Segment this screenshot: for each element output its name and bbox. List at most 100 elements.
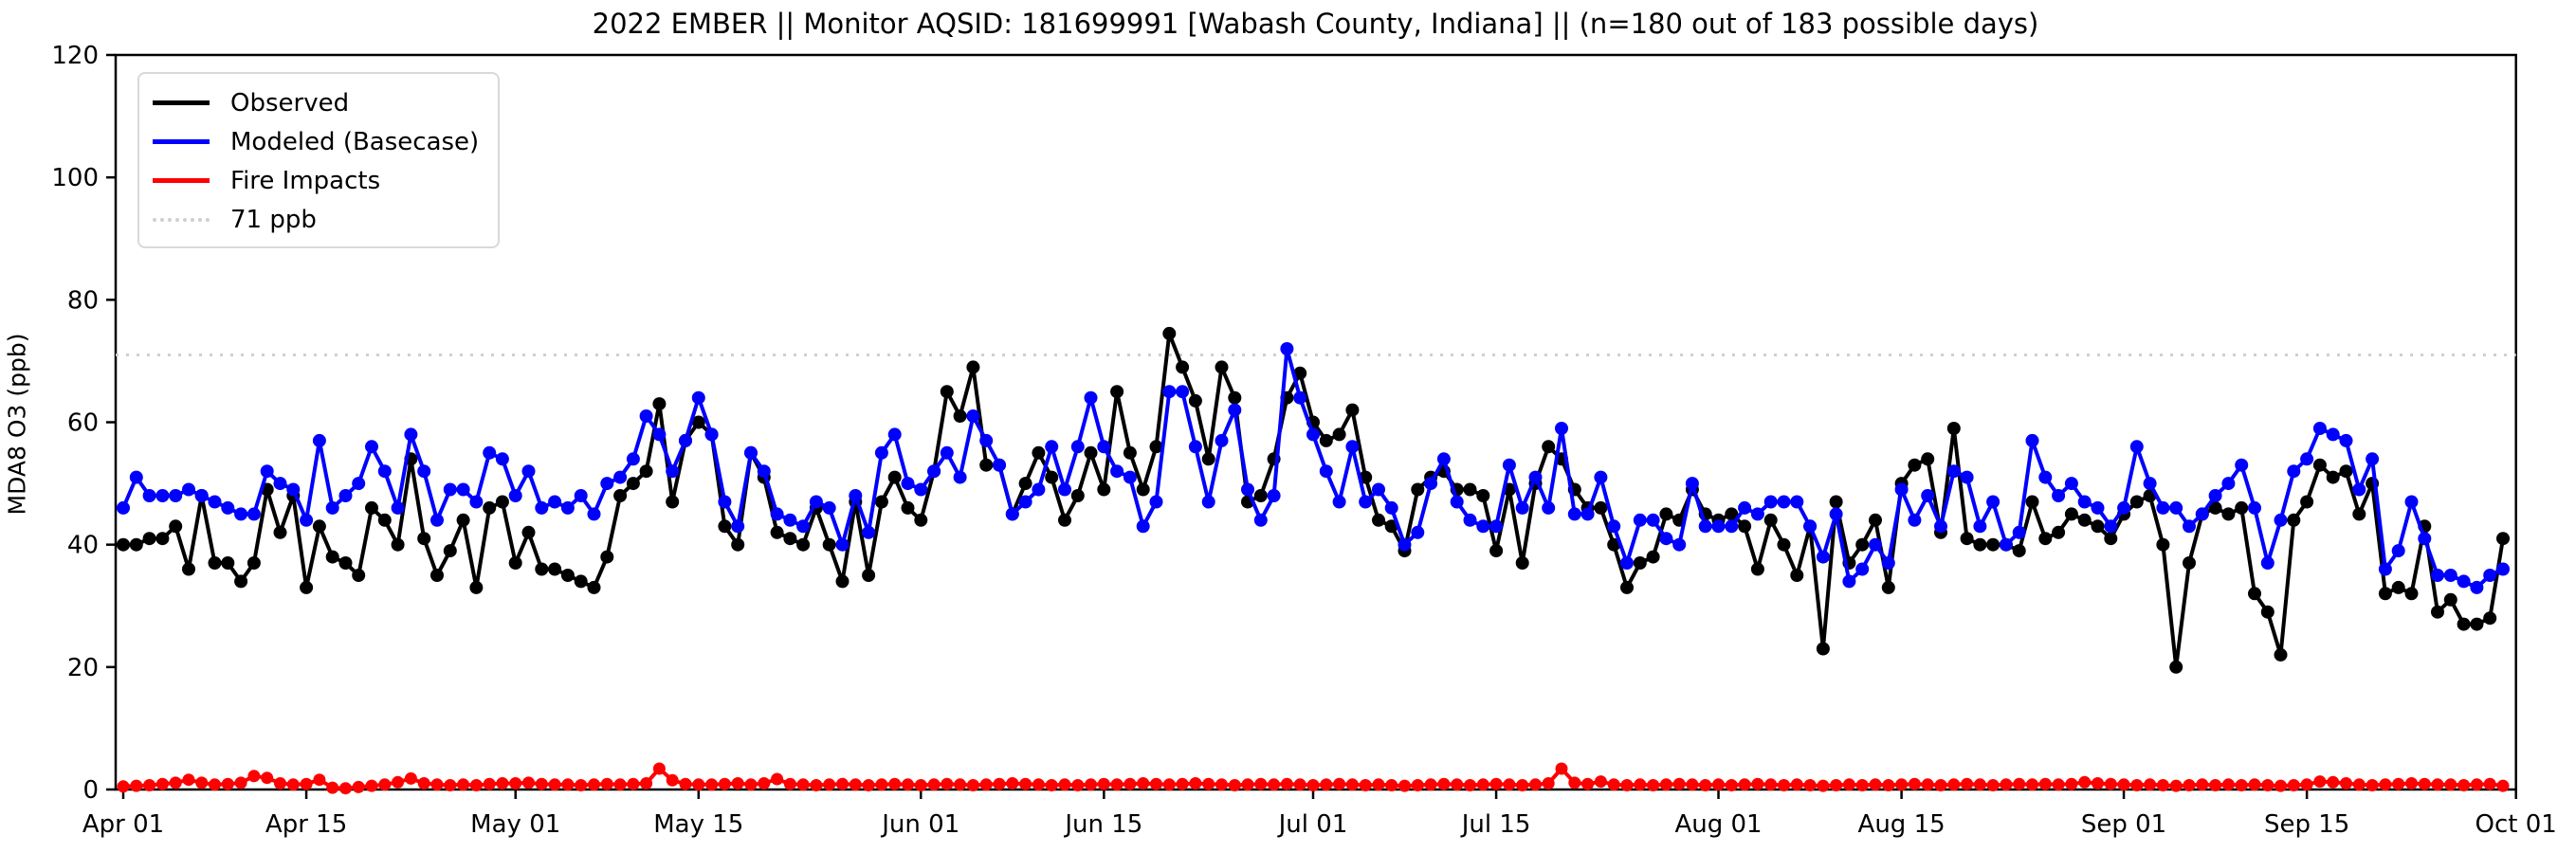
fire-impacts-marker	[2092, 777, 2104, 789]
fire-impacts-marker	[182, 773, 195, 787]
legend-label: Modeled (Basecase)	[230, 127, 480, 156]
fire-impacts-marker	[548, 778, 561, 791]
x-tick-label: Jun 15	[1063, 810, 1142, 839]
fire-impacts-marker	[705, 778, 719, 791]
fire-impacts-marker	[1659, 778, 1672, 791]
modeled-basecase-marker	[300, 513, 314, 527]
modeled-basecase-marker	[208, 495, 222, 509]
modeled-basecase-marker	[940, 445, 954, 460]
observed-marker	[2104, 532, 2118, 546]
fire-impacts-marker	[2104, 777, 2117, 790]
observed-marker	[639, 464, 653, 479]
fire-impacts-marker	[1215, 778, 1228, 791]
modeled-basecase-marker	[1058, 482, 1071, 497]
observed-marker	[2260, 605, 2275, 619]
fire-impacts-marker	[1359, 779, 1372, 791]
modeled-basecase-marker	[1960, 470, 1974, 484]
modeled-basecase-marker	[1555, 422, 1568, 435]
fire-impacts-marker	[1764, 778, 1778, 791]
fire-impacts-marker	[1254, 777, 1268, 790]
modeled-basecase-marker	[1293, 390, 1307, 405]
modeled-basecase-marker	[901, 477, 915, 491]
modeled-basecase-marker	[194, 489, 209, 502]
observed-marker	[273, 525, 287, 539]
fire-impacts-marker	[352, 780, 365, 793]
fire-impacts-marker	[2431, 778, 2444, 791]
observed-marker	[1293, 366, 1307, 380]
fire-impacts-marker	[1280, 777, 1293, 790]
fire-impacts-marker	[1529, 778, 1542, 791]
x-tick-label: Jul 01	[1277, 810, 1348, 839]
x-tick-label: May 01	[470, 810, 560, 839]
x-tick-label: Sep 01	[2081, 810, 2166, 839]
fire-impacts-marker	[1790, 778, 1803, 791]
fire-impacts-marker	[1437, 777, 1451, 790]
modeled-basecase-marker	[1607, 519, 1621, 534]
observed-marker	[129, 537, 143, 552]
fire-impacts-marker	[862, 779, 875, 791]
fire-impacts-marker	[300, 777, 313, 790]
fire-impacts-marker	[378, 778, 392, 791]
fire-impacts-marker	[902, 778, 914, 791]
observed-marker	[365, 500, 378, 515]
modeled-basecase-marker	[1502, 458, 1516, 472]
modeled-basecase-marker	[1594, 470, 1608, 484]
modeled-basecase-marker	[1097, 440, 1111, 454]
modeled-basecase-marker	[966, 409, 980, 423]
observed-marker	[1084, 445, 1098, 460]
observed-marker	[822, 537, 836, 552]
legend-line-sample	[153, 178, 210, 183]
modeled-basecase-marker	[600, 477, 614, 491]
fire-impacts-marker	[796, 778, 810, 791]
observed-marker	[2274, 647, 2288, 662]
fire-impacts-marker	[1882, 779, 1895, 791]
observed-marker	[155, 532, 170, 546]
observed-marker	[1881, 580, 1895, 594]
modeled-basecase-marker	[1685, 477, 1699, 491]
observed-marker	[247, 556, 261, 570]
observed-marker	[953, 409, 967, 423]
modeled-basecase-marker	[757, 464, 771, 479]
fire-impacts-marker	[1085, 778, 1097, 791]
observed-marker	[1372, 513, 1385, 527]
fire-impacts-marker	[339, 782, 352, 795]
observed-marker	[1960, 532, 1974, 546]
fire-impacts-marker	[1842, 778, 1855, 791]
fire-impacts-marker	[1516, 779, 1529, 791]
fire-impacts-marker	[744, 778, 758, 791]
modeled-basecase-marker	[1319, 464, 1333, 479]
fire-impacts-marker	[2444, 778, 2457, 791]
chart-title: 2022 EMBER || Monitor AQSID: 181699991 […	[592, 8, 2039, 40]
fire-impacts-marker	[1686, 778, 1699, 791]
modeled-basecase-marker	[2443, 569, 2457, 582]
fire-impacts-marker	[692, 778, 705, 791]
observed-marker	[1921, 452, 1935, 466]
fire-impacts-marker	[509, 777, 522, 789]
observed-marker	[731, 537, 745, 552]
fire-impacts-marker	[1934, 779, 1947, 791]
fire-impacts-marker	[1568, 776, 1581, 789]
fire-impacts-marker	[1895, 778, 1909, 791]
observed-marker	[1463, 482, 1477, 497]
observed-marker	[1816, 642, 1830, 656]
modeled-basecase-marker	[2104, 519, 2118, 534]
fire-impacts-marker	[2196, 778, 2209, 791]
modeled-basecase-marker	[2208, 489, 2222, 502]
observed-marker	[1986, 537, 2001, 552]
modeled-basecase-marker	[1934, 519, 1947, 534]
modeled-basecase-marker	[587, 507, 601, 521]
y-axis-label: MDA8 O3 (ppb)	[3, 333, 31, 516]
observed-marker	[1738, 519, 1752, 534]
fire-impacts-marker	[1634, 778, 1647, 791]
observed-marker	[1097, 482, 1111, 497]
observed-marker	[430, 569, 444, 582]
modeled-basecase-marker	[1672, 537, 1687, 552]
observed-marker	[1542, 440, 1556, 454]
observed-marker	[1228, 390, 1242, 405]
observed-marker	[652, 397, 667, 411]
modeled-basecase-marker	[1280, 342, 1294, 355]
modeled-basecase-marker	[2077, 495, 2092, 509]
modeled-basecase-marker	[2287, 464, 2301, 479]
modeled-basecase-marker	[352, 477, 366, 491]
